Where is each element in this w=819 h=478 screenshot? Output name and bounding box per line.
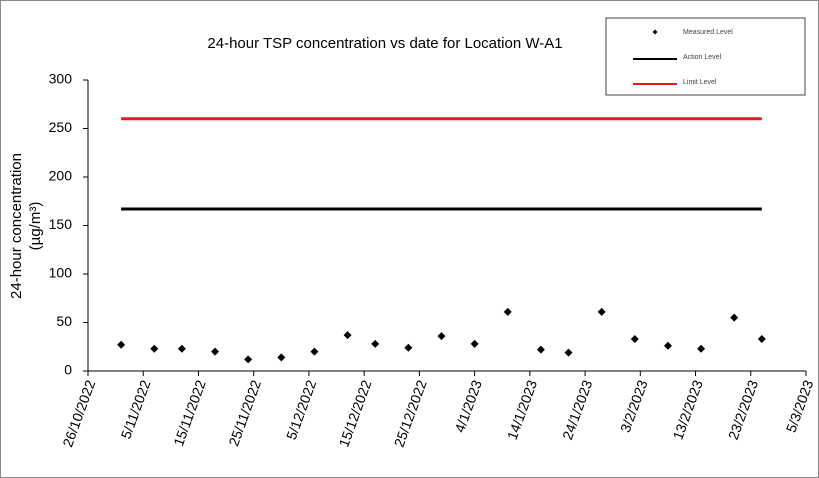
data-point	[630, 334, 639, 343]
data-point	[310, 347, 319, 356]
data-point	[437, 332, 446, 341]
y-tick-label: 0	[64, 362, 72, 378]
y-tick-label: 200	[49, 168, 73, 184]
legend-label: Measured Level	[683, 29, 733, 36]
data-point	[470, 339, 479, 348]
data-point	[371, 339, 380, 348]
data-point	[503, 307, 512, 316]
legend-swatch	[652, 29, 658, 35]
chart-title: 24-hour TSP concentration vs date for Lo…	[207, 35, 562, 52]
y-tick-label: 250	[49, 119, 73, 135]
data-point	[564, 348, 573, 357]
data-point	[150, 344, 159, 353]
data-point	[244, 355, 253, 364]
data-point	[404, 343, 413, 352]
legend-box	[605, 17, 806, 96]
y-axis-label: 24-hour concentration	[8, 153, 25, 299]
data-point	[697, 344, 706, 353]
y-tick-label: 50	[56, 313, 72, 329]
data-point	[663, 341, 672, 350]
data-point	[343, 331, 352, 340]
data-point	[597, 307, 606, 316]
legend-label: Limit Level	[683, 79, 717, 86]
data-point	[730, 313, 739, 322]
y-tick-label: 150	[49, 216, 73, 232]
data-point	[757, 334, 766, 343]
data-point	[277, 353, 286, 362]
data-point	[211, 347, 220, 356]
y-axis-label: (µg/m³)	[27, 202, 44, 251]
data-point	[117, 340, 126, 349]
y-tick-label: 100	[49, 265, 73, 281]
y-tick-label: 300	[49, 71, 73, 87]
data-point	[177, 344, 186, 353]
data-point	[536, 345, 545, 354]
legend-label: Action Level	[683, 54, 722, 61]
